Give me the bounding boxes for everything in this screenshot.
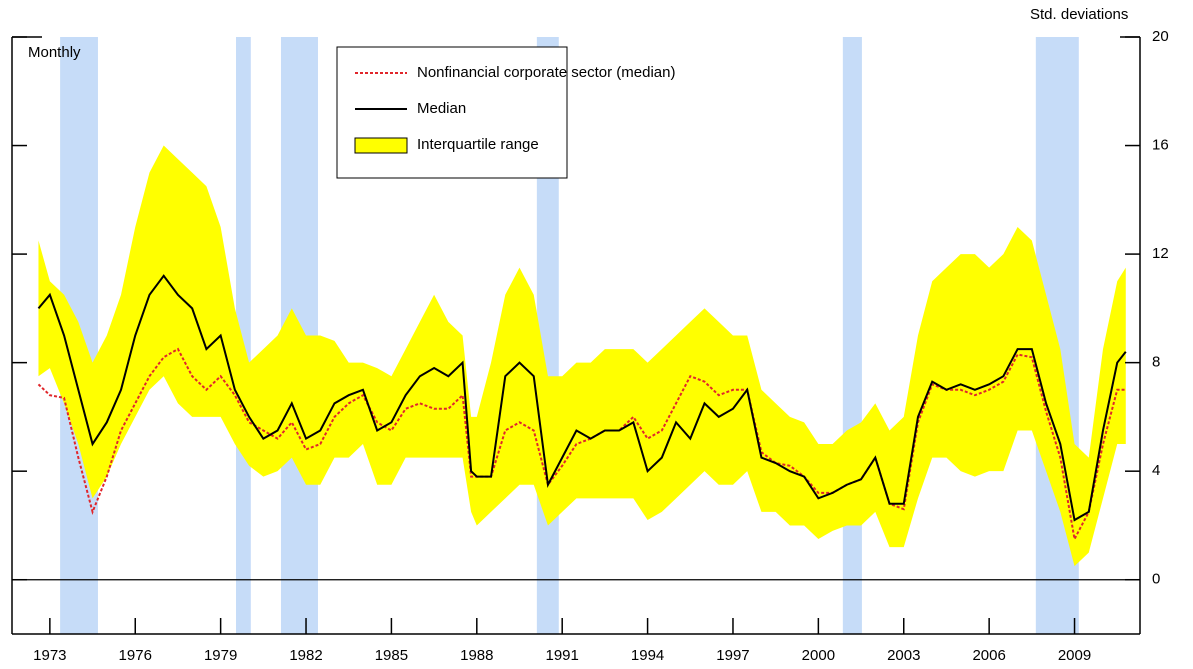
x-tick-label: 1988 [460,647,493,664]
x-tick-label: 2000 [802,647,835,664]
x-tick-label: 1982 [289,647,322,664]
y-tick-label: 8 [1152,354,1160,371]
shaded-period [842,37,862,634]
y-tick-label: 4 [1152,462,1160,479]
y-axis-label: Std. deviations [1030,6,1128,23]
x-tick-label: 1976 [119,647,152,664]
x-tick-label: 1991 [546,647,579,664]
legend-label: Nonfinancial corporate sector (median) [417,64,675,81]
shaded-period [236,37,251,634]
x-tick-label: 1985 [375,647,408,664]
x-tick-label: 2009 [1058,647,1091,664]
x-tick-label: 1979 [204,647,237,664]
interquartile-band [38,145,1126,567]
annotation: Monthly [28,44,81,61]
x-tick-label: 1973 [33,647,66,664]
y-tick-label: 12 [1152,245,1169,262]
legend-label: Median [417,100,466,117]
y-tick-label: 20 [1152,28,1169,45]
legend-box [336,46,568,179]
y-tick-label: 0 [1152,571,1160,588]
legend-swatch [354,137,408,154]
x-tick-label: 2003 [887,647,920,664]
x-tick-label: 1994 [631,647,664,664]
median-line [37,274,1127,522]
y-tick-label: 16 [1152,137,1169,154]
x-tick-label: 1997 [716,647,749,664]
x-tick-label: 2006 [972,647,1005,664]
legend-label: Interquartile range [417,136,539,153]
